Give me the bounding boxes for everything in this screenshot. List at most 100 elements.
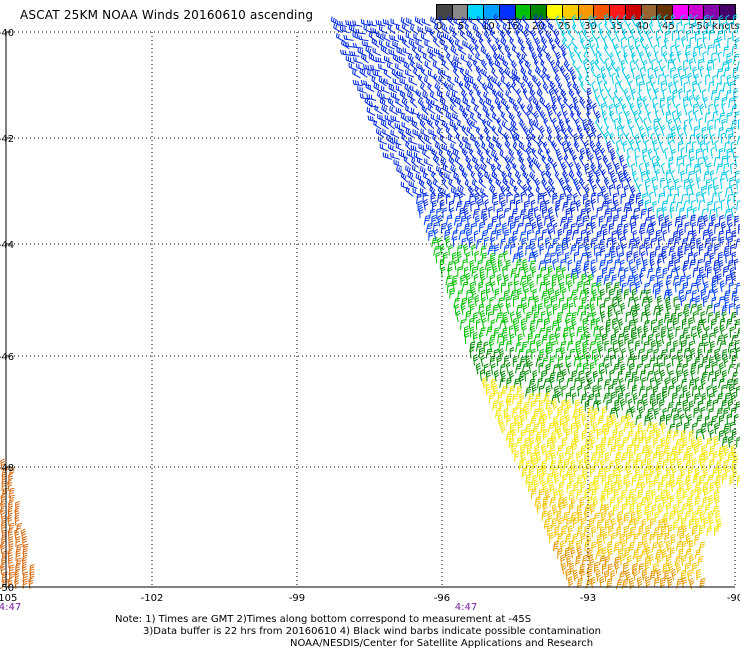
wind-barb <box>502 265 507 278</box>
wind-barb <box>495 37 502 49</box>
wind-barb <box>558 118 565 131</box>
wind-barb <box>465 272 471 285</box>
wind-barb <box>599 303 605 315</box>
wind-barb <box>602 356 609 367</box>
wind-barb <box>458 80 466 93</box>
wind-barb <box>491 216 498 227</box>
wind-barb <box>668 156 674 168</box>
wind-barb <box>509 179 518 190</box>
wind-barb <box>517 348 525 359</box>
wind-barb <box>613 117 619 130</box>
wind-barb <box>357 85 367 94</box>
wind-barb <box>609 132 616 144</box>
wind-barb <box>483 91 492 102</box>
wind-barb <box>566 517 572 529</box>
wind-barb <box>554 36 561 49</box>
wind-barb <box>491 44 498 56</box>
wind-barb <box>575 199 582 212</box>
wind-barb <box>632 355 638 367</box>
wind-barb <box>669 474 675 486</box>
wind-barb <box>718 191 723 203</box>
wind-barb <box>675 541 683 552</box>
wind-barb <box>609 110 615 123</box>
wind-barb <box>375 19 386 27</box>
wind-barb <box>599 504 606 515</box>
wind-barb <box>382 152 393 160</box>
wind-barb <box>712 58 717 70</box>
wind-barb <box>437 192 443 203</box>
wind-barb <box>659 399 664 411</box>
wind-barb <box>701 126 707 138</box>
wind-barb <box>590 162 597 175</box>
wind-barb <box>345 20 356 27</box>
wind-barb <box>595 118 601 130</box>
wind-barb <box>405 32 415 41</box>
wind-barb <box>490 163 497 176</box>
wind-barb <box>689 214 696 225</box>
wind-barb <box>708 311 714 323</box>
wind-barb <box>667 576 673 588</box>
wind-barb <box>598 22 603 34</box>
wind-barb <box>666 178 672 190</box>
wind-barb <box>617 479 623 492</box>
wind-barb <box>635 58 640 71</box>
wind-barb <box>671 95 676 108</box>
wind-barb <box>699 510 706 523</box>
wind-barb <box>732 451 739 463</box>
wind-barb <box>520 451 526 464</box>
wind-barb <box>336 32 345 42</box>
wind-barb <box>652 385 658 398</box>
wind-barb <box>685 548 692 559</box>
wind-barb <box>21 563 27 576</box>
wind-barb <box>678 251 684 263</box>
wind-barb <box>659 141 665 154</box>
wind-barb <box>401 133 409 144</box>
wind-barb <box>480 163 489 174</box>
wind-barb <box>646 289 651 301</box>
wind-barb <box>559 540 565 552</box>
wind-barb <box>549 355 555 367</box>
wind-barb <box>435 251 441 264</box>
wind-barb <box>573 103 580 116</box>
wind-barb <box>452 112 461 122</box>
wind-barb <box>515 363 522 374</box>
legend-swatch <box>625 5 642 19</box>
wind-barb <box>462 97 471 108</box>
wind-barb <box>561 237 568 248</box>
wind-barb <box>559 452 565 464</box>
wind-barb <box>601 474 607 486</box>
wind-barb <box>666 341 672 353</box>
wind-barb <box>572 533 579 544</box>
wind-barb <box>670 407 677 419</box>
wind-barb <box>629 488 635 500</box>
wind-barb <box>380 119 389 130</box>
wind-barb <box>599 259 606 270</box>
wind-barb <box>704 112 711 123</box>
wind-barb <box>580 229 586 241</box>
wind-barb <box>666 362 672 375</box>
wind-barb <box>676 578 683 589</box>
wind-barb <box>606 399 612 411</box>
wind-barb <box>537 148 546 160</box>
wind-barb <box>593 326 600 337</box>
wind-barb <box>545 280 551 292</box>
wind-barb <box>608 245 615 257</box>
wind-barb <box>715 43 721 55</box>
wind-barb <box>434 119 442 131</box>
wind-barb <box>579 355 585 367</box>
wind-barb <box>500 422 506 434</box>
wind-barb <box>682 503 688 514</box>
wind-barb <box>382 128 392 138</box>
wind-barb <box>534 177 541 190</box>
wind-barb <box>658 318 664 330</box>
wind-barb <box>699 140 705 152</box>
wind-barb <box>520 66 528 78</box>
wind-barb <box>539 110 546 122</box>
wind-barb <box>610 391 616 403</box>
wind-barb <box>676 50 682 63</box>
wind-barb <box>478 281 484 293</box>
wind-barb <box>494 244 499 256</box>
wind-barb <box>708 125 714 137</box>
wind-barb <box>586 547 593 559</box>
wind-barb <box>700 423 707 434</box>
